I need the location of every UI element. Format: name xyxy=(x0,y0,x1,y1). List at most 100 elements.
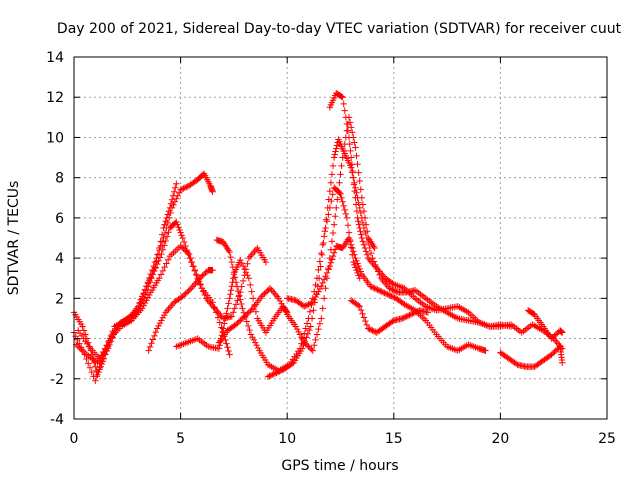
data-point xyxy=(247,281,254,289)
y-tick-label: 10 xyxy=(46,130,64,146)
data-point xyxy=(244,272,251,279)
data-point xyxy=(181,246,189,254)
data-point xyxy=(330,249,338,256)
data-point xyxy=(105,338,112,346)
plot-frame xyxy=(73,56,608,420)
data-point xyxy=(376,268,383,275)
data-point xyxy=(232,321,240,328)
y-tick-label: 14 xyxy=(46,50,64,66)
data-point xyxy=(187,254,194,262)
data-point xyxy=(548,335,555,342)
x-axis-label: GPS time / hours xyxy=(281,458,398,474)
data-point xyxy=(390,287,397,294)
data-point xyxy=(198,285,206,292)
data-point xyxy=(237,296,244,303)
data-point xyxy=(238,300,245,308)
data-point xyxy=(140,291,147,298)
data-point xyxy=(139,295,146,302)
data-point xyxy=(235,318,243,325)
data-point xyxy=(249,295,257,302)
data-point xyxy=(177,229,184,236)
data-point xyxy=(267,372,275,379)
data-point xyxy=(245,309,253,316)
data-point xyxy=(202,269,209,277)
data-point xyxy=(334,196,341,203)
data-point xyxy=(211,305,218,312)
data-point xyxy=(318,315,325,322)
data-point xyxy=(331,151,339,158)
data-point xyxy=(177,242,184,250)
data-point xyxy=(306,326,313,334)
data-point xyxy=(178,232,185,239)
data-point xyxy=(358,234,366,242)
data-point xyxy=(401,313,409,321)
data-point xyxy=(226,351,233,358)
data-point xyxy=(352,194,359,201)
data-point xyxy=(269,371,276,378)
data-point xyxy=(277,367,285,374)
data-point xyxy=(181,184,189,191)
data-point xyxy=(357,306,365,314)
data-point xyxy=(249,334,256,341)
data-point xyxy=(357,209,364,217)
data-point xyxy=(352,201,360,208)
data-point xyxy=(179,234,186,242)
y-tick-label: 8 xyxy=(55,171,64,187)
data-point xyxy=(236,292,243,299)
data-point xyxy=(161,263,168,271)
data-point xyxy=(341,206,348,214)
data-point xyxy=(316,320,324,328)
data-point xyxy=(313,331,321,338)
data-point xyxy=(315,288,322,295)
data-point xyxy=(202,295,210,302)
series-track-11 xyxy=(326,90,566,352)
data-point xyxy=(353,152,360,160)
data-point xyxy=(325,266,332,273)
data-point xyxy=(369,259,376,267)
data-point xyxy=(330,221,338,228)
data-point xyxy=(322,224,329,232)
data-point xyxy=(359,219,367,227)
data-point xyxy=(327,259,335,267)
data-point xyxy=(356,224,363,232)
data-point xyxy=(365,254,372,262)
data-point xyxy=(349,244,356,252)
data-point xyxy=(191,266,199,274)
data-point xyxy=(549,334,557,341)
data-point xyxy=(281,305,288,313)
data-point xyxy=(237,317,244,324)
data-point xyxy=(158,317,165,324)
data-point xyxy=(278,300,285,307)
data-point xyxy=(387,285,395,293)
data-point xyxy=(424,309,432,316)
y-tick-label: 2 xyxy=(55,291,64,307)
data-point xyxy=(357,228,364,235)
data-point xyxy=(350,248,357,255)
data-point xyxy=(239,262,247,270)
data-point xyxy=(320,276,328,283)
data-point xyxy=(227,253,234,261)
data-point xyxy=(158,238,166,246)
data-point xyxy=(351,139,358,146)
series-track-10 xyxy=(284,234,489,354)
data-point xyxy=(325,211,332,218)
data-point xyxy=(336,179,343,186)
data-point xyxy=(237,256,244,264)
data-point xyxy=(311,296,318,303)
data-point xyxy=(326,187,334,195)
data-point xyxy=(225,300,232,307)
data-point xyxy=(389,286,396,293)
data-point xyxy=(384,291,391,298)
data-point xyxy=(167,209,174,217)
data-point xyxy=(234,297,241,304)
series-track-14 xyxy=(524,307,566,342)
data-point xyxy=(372,263,379,270)
data-point xyxy=(222,336,229,344)
data-point xyxy=(200,288,207,295)
data-point xyxy=(180,245,187,252)
data-point xyxy=(348,161,356,168)
data-point xyxy=(339,198,346,205)
data-point xyxy=(355,221,363,228)
data-point xyxy=(378,288,385,295)
data-point xyxy=(176,226,183,234)
